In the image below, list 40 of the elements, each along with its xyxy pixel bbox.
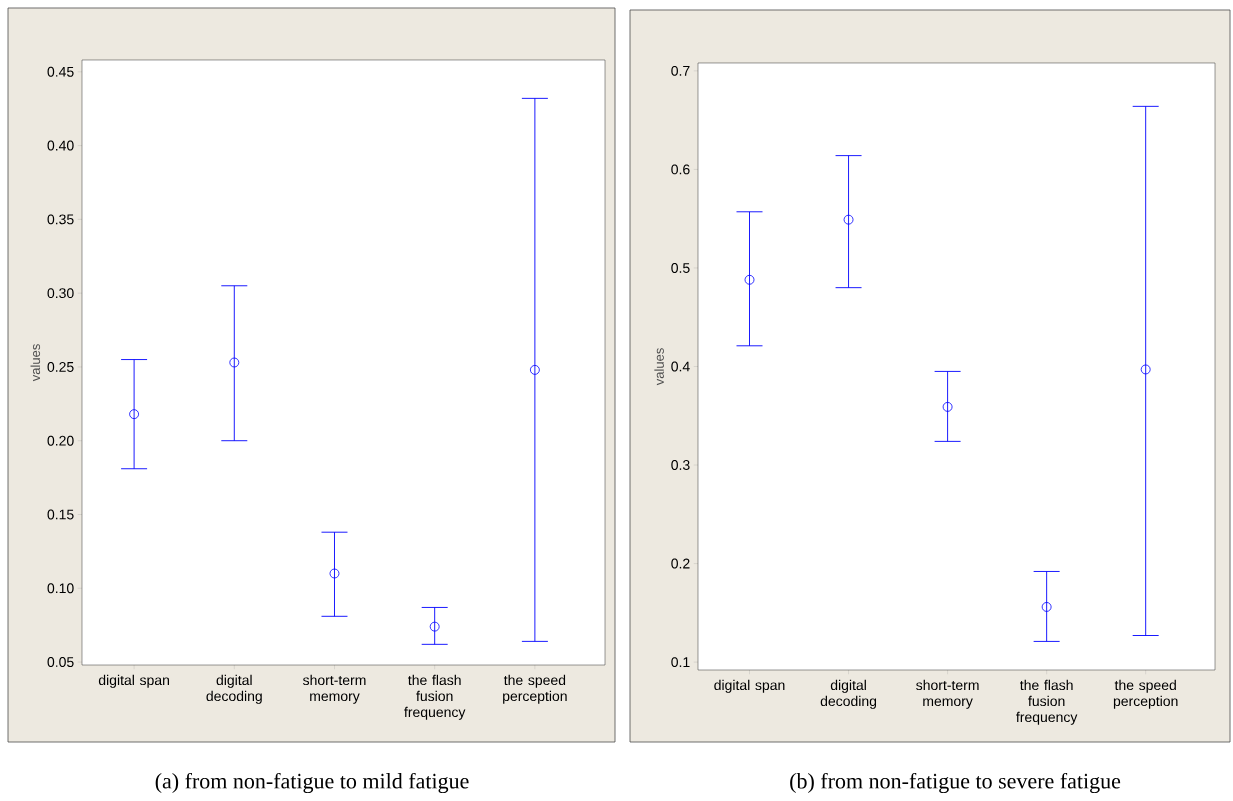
x-tick-label: short-term memory: [302, 674, 366, 704]
x-tick-label: digital decoding: [820, 679, 877, 709]
y-tick-label: 0.6: [671, 164, 690, 175]
text: (a) from non-fatigue to mild fatigue: [155, 772, 469, 794]
y-tick-label: 0.15: [47, 509, 74, 520]
point: [329, 568, 340, 579]
y-tick-label: 0.10: [47, 583, 74, 594]
x-tick-label: digital span: [714, 679, 785, 693]
point: [229, 357, 240, 368]
y-tick-label: 0.45: [47, 66, 74, 77]
y-tick-label: 0.4: [671, 361, 690, 372]
y-tick-label: 0.20: [47, 435, 74, 446]
text: (b) from non-fatigue to severe fatigue: [790, 772, 1121, 794]
point: [129, 409, 139, 420]
y-tick-label: 0.35: [47, 214, 74, 225]
y-tick-label: 0.1: [671, 657, 690, 668]
x-tick-label: the speed perception: [1113, 679, 1178, 709]
y-tick-label: 0.5: [671, 262, 690, 273]
x-tick-label: the speed perception: [503, 674, 567, 704]
x-tick-label: digital span: [98, 674, 169, 688]
y-tick-label: 0.05: [47, 657, 74, 668]
y-tick-label: 0.25: [47, 361, 74, 372]
x-tick-label: digital decoding: [206, 674, 262, 704]
y-tick-label: 0.40: [47, 140, 74, 151]
x-tick-label: the flash fusion frequency: [1016, 679, 1078, 725]
x-tick-label: the flash fusion frequency: [404, 674, 466, 720]
y-tick-label: 0.3: [671, 460, 690, 470]
y-tick-label: 0.2: [671, 558, 690, 569]
y-tick-label: 0.30: [47, 288, 74, 299]
point: [744, 274, 755, 285]
point: [843, 214, 854, 225]
x-tick-label: short-term memory: [916, 679, 979, 709]
y-tick-label: 0.7: [671, 65, 690, 76]
y-axis-title: values: [30, 344, 41, 382]
point: [1041, 602, 1052, 612]
point: [429, 621, 440, 632]
point: [1140, 364, 1151, 375]
y-axis-title: values: [654, 348, 664, 386]
point: [529, 364, 540, 375]
point: [942, 402, 953, 412]
